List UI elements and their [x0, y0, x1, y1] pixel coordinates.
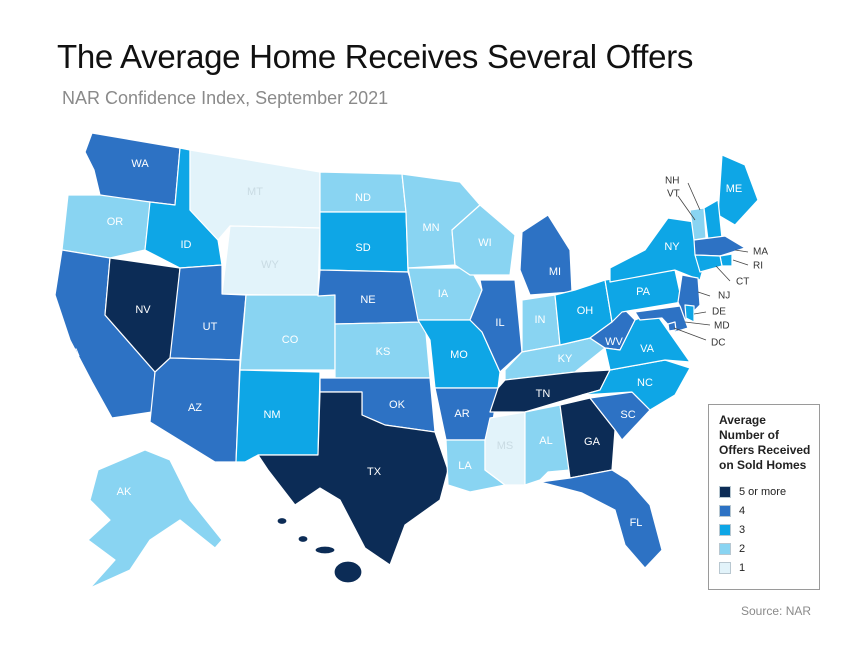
legend-item: 2	[719, 539, 811, 558]
state-label-CT: CT	[736, 277, 749, 288]
state-label-HI: HI	[313, 560, 324, 572]
state-label-IN: IN	[535, 314, 546, 326]
state-label-OH: OH	[577, 305, 594, 317]
legend-item: 4	[719, 501, 811, 520]
state-label-UT: UT	[203, 321, 218, 333]
state-label-FL: FL	[630, 517, 643, 529]
state-VA	[604, 311, 691, 371]
state-label-NV: NV	[135, 304, 151, 316]
state-label-DC: DC	[711, 338, 725, 349]
state-GA	[559, 397, 616, 479]
page-title: The Average Home Receives Several Offers	[57, 38, 694, 75]
state-label-KY: KY	[558, 353, 573, 365]
state-label-KS: KS	[376, 346, 391, 358]
state-label-MN: MN	[422, 222, 439, 234]
source-note: Source: NAR	[741, 604, 812, 618]
state-label-NH: NH	[665, 176, 679, 187]
legend-items: 5 or more 4 3 2 1	[719, 482, 811, 577]
state-MI	[519, 214, 573, 296]
state-label-MO: MO	[450, 349, 468, 361]
state-label-AK: AK	[117, 486, 132, 498]
state-IL	[469, 279, 523, 373]
state-label-IA: IA	[438, 288, 449, 300]
state-label-OR: OR	[107, 216, 124, 228]
state-HI-maui	[314, 545, 336, 555]
state-label-NC: NC	[637, 377, 653, 389]
state-label-MI: MI	[549, 266, 561, 278]
state-NC	[581, 359, 691, 411]
state-label-RI: RI	[753, 261, 763, 272]
legend-item: 3	[719, 520, 811, 539]
state-label-CA: CA	[64, 347, 80, 359]
state-label-WY: WY	[261, 259, 279, 271]
legend-label: 5 or more	[739, 485, 787, 498]
state-label-WV: WV	[605, 336, 623, 348]
state-DC	[667, 321, 677, 332]
state-label-SD: SD	[355, 242, 370, 254]
state-label-WI: WI	[478, 237, 491, 249]
state-label-NY: NY	[664, 241, 680, 253]
state-label-CO: CO	[282, 334, 299, 346]
state-label-AL: AL	[539, 435, 552, 447]
state-label-ID: ID	[181, 239, 192, 251]
state-label-VT: VT	[667, 189, 680, 200]
legend-label: 1	[739, 561, 746, 574]
state-label-TN: TN	[536, 388, 551, 400]
state-HI-oahu	[297, 534, 309, 544]
state-MA	[693, 235, 746, 257]
legend-swatch	[719, 542, 731, 555]
state-label-DE: DE	[712, 307, 726, 318]
state-label-WA: WA	[131, 158, 149, 170]
legend-label: 3	[739, 523, 746, 536]
state-label-MS: MS	[497, 440, 514, 452]
state-DE	[684, 304, 695, 323]
state-HI-kauai	[276, 516, 288, 526]
legend-swatch	[719, 485, 731, 498]
legend-swatch	[719, 561, 731, 574]
state-label-NJ: NJ	[718, 291, 730, 302]
state-label-TX: TX	[367, 466, 382, 478]
state-label-OK: OK	[389, 399, 406, 411]
state-label-IL: IL	[495, 317, 504, 329]
state-label-AZ: AZ	[188, 402, 202, 414]
legend-title: Average Number of Offers Received on Sol…	[719, 413, 811, 472]
state-label-ND: ND	[355, 192, 371, 204]
state-label-MA: MA	[753, 247, 768, 258]
legend-item: 5 or more	[719, 482, 811, 501]
state-CT	[694, 254, 723, 273]
state-label-AR: AR	[454, 408, 469, 420]
state-label-NM: NM	[263, 409, 280, 421]
state-HI-main	[333, 560, 363, 584]
legend-swatch	[719, 504, 731, 517]
legend-label: 4	[739, 504, 746, 517]
state-TX	[257, 391, 449, 566]
leader-lines	[673, 182, 749, 341]
state-label-MT: MT	[247, 186, 263, 198]
state-label-MD: MD	[714, 321, 730, 332]
legend-item: 1	[719, 558, 811, 577]
state-label-VA: VA	[640, 343, 655, 355]
state-HI-group	[276, 516, 363, 584]
state-CO	[239, 294, 336, 371]
legend-label: 2	[739, 542, 746, 555]
state-label-PA: PA	[636, 286, 651, 298]
state-AK	[87, 449, 223, 589]
state-label-GA: GA	[584, 436, 601, 448]
state-FL	[539, 469, 663, 569]
page-subtitle: NAR Confidence Index, September 2021	[62, 88, 389, 108]
state-label-SC: SC	[620, 409, 635, 421]
state-NY	[609, 217, 706, 283]
state-label-ME: ME	[726, 183, 743, 195]
state-AZ	[149, 357, 241, 463]
state-label-LA: LA	[458, 460, 472, 472]
state-label-NE: NE	[360, 294, 375, 306]
legend-swatch	[719, 523, 731, 536]
map-legend: Average Number of Offers Received on Sol…	[708, 404, 820, 590]
state-WI	[451, 204, 516, 276]
